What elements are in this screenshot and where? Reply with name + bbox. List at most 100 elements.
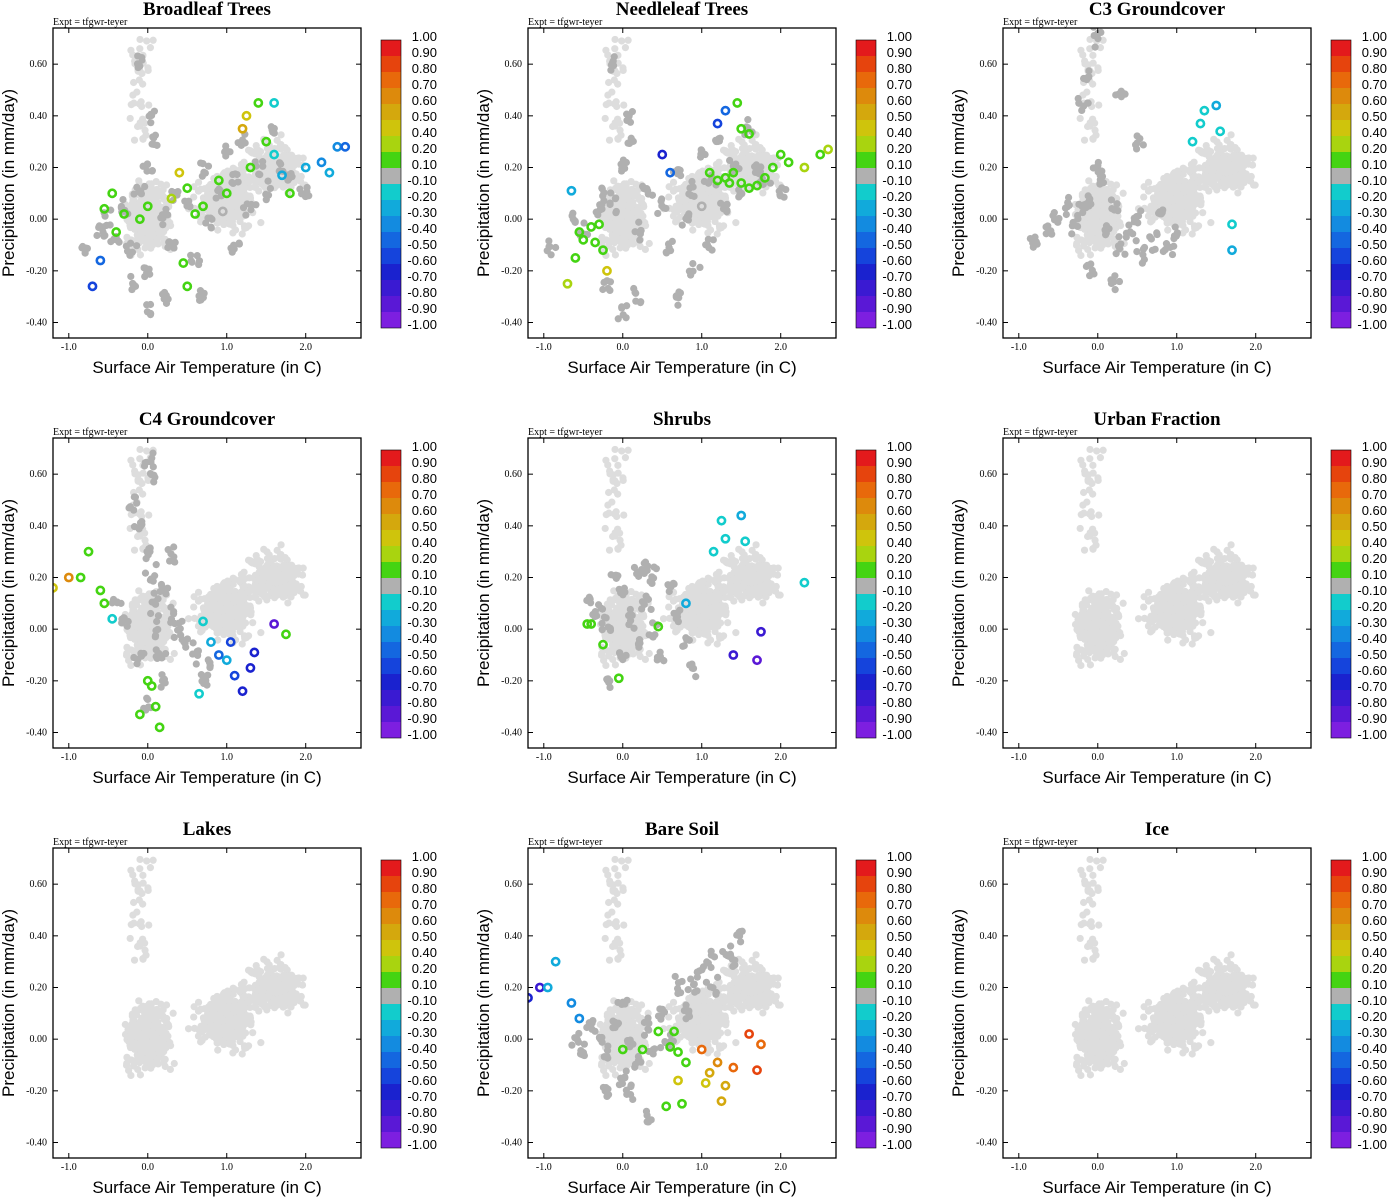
data-point	[598, 245, 608, 256]
background-point	[136, 445, 144, 454]
background-point	[611, 45, 619, 53]
x-tick-label: 1.0	[220, 752, 233, 763]
background-point	[234, 613, 242, 621]
colorbar-label: 0.70	[887, 77, 912, 92]
background-point	[739, 172, 747, 180]
neutral-point	[612, 209, 620, 217]
background-point	[144, 476, 152, 484]
data-point	[95, 585, 106, 596]
neutral-point	[1148, 246, 1157, 254]
plot-frame	[527, 27, 837, 339]
background-point	[206, 614, 214, 622]
background-point	[227, 211, 235, 219]
colorbar-label: -0.60	[1357, 253, 1387, 268]
x-tick-label: -1.0	[61, 752, 77, 763]
background-point	[672, 218, 680, 226]
data-point	[736, 178, 747, 188]
neutral-point	[189, 639, 197, 647]
colorbar-label: -1.00	[407, 317, 437, 332]
data-point	[206, 637, 216, 647]
colorbar-label: 0.40	[1362, 125, 1387, 140]
colorbar-frame	[380, 449, 402, 739]
colorbar-swatch	[856, 120, 876, 136]
colorbar-label: -0.10	[407, 583, 437, 598]
neutral-point	[1140, 255, 1148, 264]
background-point	[240, 222, 249, 230]
background-point	[270, 554, 279, 563]
background-point	[250, 593, 258, 601]
background-point	[1247, 172, 1255, 181]
colorbar-swatch	[856, 88, 876, 104]
colorbar-swatch	[381, 120, 401, 136]
background-point	[279, 183, 287, 191]
background-point	[623, 212, 632, 220]
data-point	[562, 278, 573, 289]
background-point	[194, 588, 203, 596]
background-point	[1215, 145, 1223, 154]
neutral-point	[1113, 200, 1121, 208]
background-point	[129, 461, 137, 469]
data-point	[767, 162, 778, 173]
background-point	[1154, 191, 1162, 199]
neutral-point	[158, 211, 167, 219]
neutral-point	[296, 185, 304, 193]
data-point	[198, 201, 208, 212]
data-point	[134, 709, 145, 720]
background-point	[1188, 230, 1196, 238]
neutral-point	[93, 231, 101, 240]
neutral-point	[204, 671, 212, 679]
background-point	[280, 151, 288, 159]
background-point	[190, 593, 198, 601]
background-point	[1211, 183, 1219, 191]
background-point	[614, 80, 622, 88]
background-point	[613, 183, 621, 191]
expt-label: Expt = tfgwr-teyer	[53, 17, 128, 28]
colorbar-swatch	[1331, 168, 1351, 184]
background-point	[602, 101, 610, 109]
neutral-point	[141, 569, 150, 577]
background-point	[136, 35, 144, 44]
x-tick-label: 2.0	[299, 752, 312, 763]
colorbar-label: -0.50	[1357, 237, 1387, 252]
data-point	[261, 136, 272, 147]
colorbar-swatch	[856, 248, 876, 264]
background-point	[1193, 191, 1201, 200]
background-point	[269, 578, 277, 586]
y-tick-label: -0.20	[976, 266, 997, 277]
background-point	[1092, 220, 1100, 228]
colorbar-swatch	[1331, 136, 1351, 152]
background-point	[1078, 190, 1087, 198]
background-point	[713, 230, 721, 238]
neutral-point	[1068, 230, 1076, 238]
neutral-point	[1068, 222, 1076, 230]
background-point	[130, 136, 139, 144]
colorbar-label: 0.50	[412, 519, 437, 534]
background-point	[1119, 189, 1127, 197]
neutral-point	[189, 650, 197, 658]
data-point	[213, 175, 224, 186]
neutral-point	[1170, 242, 1178, 250]
background-point	[732, 219, 740, 227]
neutral-point	[708, 246, 716, 254]
background-point	[752, 140, 760, 149]
y-tick-label: -0.20	[26, 266, 47, 277]
neutral-point	[1116, 245, 1124, 253]
background-point	[1095, 201, 1103, 210]
background-point	[143, 194, 151, 203]
background-point	[255, 148, 264, 157]
background-point	[275, 575, 284, 583]
background-point	[736, 154, 744, 162]
plot-frame	[1002, 27, 1312, 339]
background-point	[680, 184, 688, 192]
colorbar-swatch	[856, 200, 876, 216]
background-point	[665, 183, 673, 191]
y-tick-label: 0.60	[30, 59, 48, 70]
colorbar-label: 0.80	[412, 61, 437, 76]
background-point	[244, 556, 253, 564]
background-point	[214, 226, 222, 234]
background-point	[1102, 188, 1110, 197]
background-point	[689, 226, 697, 234]
background-point	[602, 217, 610, 225]
colorbar-label: -0.30	[407, 615, 437, 630]
